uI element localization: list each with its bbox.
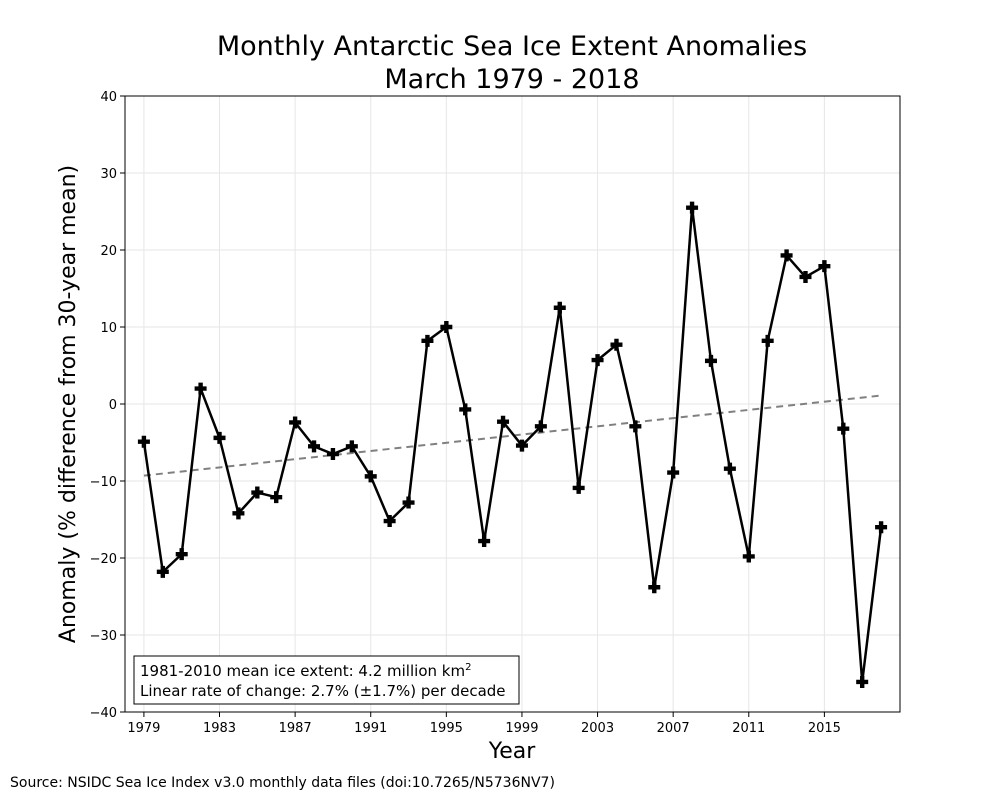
y-tick-label-1: −30: [90, 629, 117, 644]
x-tick-label-4: 1995: [430, 721, 463, 736]
data-point-1986: [270, 491, 283, 504]
data-point-1983: [213, 431, 226, 444]
data-point-2015: [818, 260, 831, 273]
data-point-1979: [137, 435, 150, 448]
data-point-2010: [723, 462, 736, 475]
y-tick-label-3: −10: [90, 475, 117, 490]
x-axis-label: Year: [488, 739, 537, 764]
data-point-2005: [629, 420, 642, 433]
y-tick-label-4: 0: [109, 398, 117, 413]
x-tick-label-2: 1987: [279, 721, 312, 736]
annotation-frame: [133, 655, 520, 705]
data-point-2012: [761, 334, 774, 347]
data-point-2008: [686, 201, 699, 214]
data-point-1996: [459, 403, 472, 416]
y-axis-label: Anomaly (% difference from 30-year mean): [56, 165, 81, 643]
x-tick-label-1: 1983: [203, 721, 236, 736]
data-point-2009: [704, 354, 717, 367]
data-point-1997: [478, 535, 491, 548]
y-tick-label-2: −20: [90, 552, 117, 567]
source-note: Source: NSIDC Sea Ice Index v3.0 monthly…: [10, 775, 555, 791]
data-point-1981: [175, 548, 188, 561]
y-tick-label-5: 10: [100, 321, 117, 336]
x-axis-ticks: 1979 1983 1987 1991 1995 1999 2003 2007 2011 2015: [127, 712, 841, 736]
data-point-2017: [856, 675, 869, 688]
marker-layer: [137, 201, 888, 688]
data-point-1988: [308, 440, 321, 453]
data-point-1999: [515, 439, 528, 452]
data-point-2018: [875, 521, 888, 534]
data-point-2007: [667, 466, 680, 479]
data-point-1990: [345, 440, 358, 453]
data-point-1989: [326, 448, 339, 461]
data-point-1992: [383, 515, 396, 528]
x-tick-label-3: 1991: [354, 721, 387, 736]
data-point-2000: [534, 420, 547, 433]
x-tick-label-9: 2015: [808, 721, 841, 736]
annotation-superscript: 2: [465, 662, 471, 673]
data-point-1994: [421, 334, 434, 347]
data-point-2004: [610, 338, 623, 351]
y-axis-ticks: −40 −30 −20 −10 0 10 20 30 40: [90, 90, 125, 721]
annotation-line2: Linear rate of change: 2.7% (±1.7%) per …: [140, 682, 506, 700]
data-point-2014: [799, 270, 812, 283]
series-line-0: [142, 206, 883, 684]
data-point-2003: [591, 354, 604, 367]
x-tick-label-8: 2011: [732, 721, 765, 736]
data-point-2013: [780, 249, 793, 262]
data-point-2002: [572, 481, 585, 494]
y-tick-label-8: 40: [100, 90, 117, 105]
data-point-2001: [553, 301, 566, 314]
y-tick-label-6: 20: [100, 244, 117, 259]
data-point-1984: [232, 507, 245, 520]
annotation-line1: 1981-2010 mean ice extent: 4.2 million k…: [140, 662, 471, 680]
x-tick-label-0: 1979: [127, 721, 160, 736]
data-point-1982: [194, 382, 207, 395]
chart-title-line2: March 1979 - 2018: [384, 64, 639, 95]
chart-title-line1: Monthly Antarctic Sea Ice Extent Anomali…: [217, 31, 807, 62]
data-point-1998: [497, 415, 510, 428]
annotation-line1-text: 1981-2010 mean ice extent: 4.2 million k…: [140, 662, 465, 680]
data-point-2016: [837, 422, 850, 435]
y-tick-label-0: −40: [90, 706, 117, 721]
trendline-layer: [143, 394, 882, 477]
data-point-1985: [251, 486, 264, 499]
x-tick-label-6: 2003: [581, 721, 614, 736]
y-tick-label-7: 30: [100, 167, 117, 182]
data-point-1993: [402, 496, 415, 509]
data-point-2011: [742, 550, 755, 563]
annotation-box: 1981-2010 mean ice extent: 4.2 million k…: [133, 655, 520, 705]
grid: [125, 95, 900, 713]
data-point-1980: [156, 565, 169, 578]
data-point-2006: [648, 581, 661, 594]
x-tick-label-5: 1999: [505, 721, 538, 736]
series-layer: [142, 206, 883, 684]
trendline: [143, 394, 882, 477]
data-point-1995: [440, 321, 453, 333]
data-point-1991: [364, 470, 377, 483]
x-tick-label-7: 2007: [657, 721, 690, 736]
data-point-1987: [289, 416, 302, 429]
